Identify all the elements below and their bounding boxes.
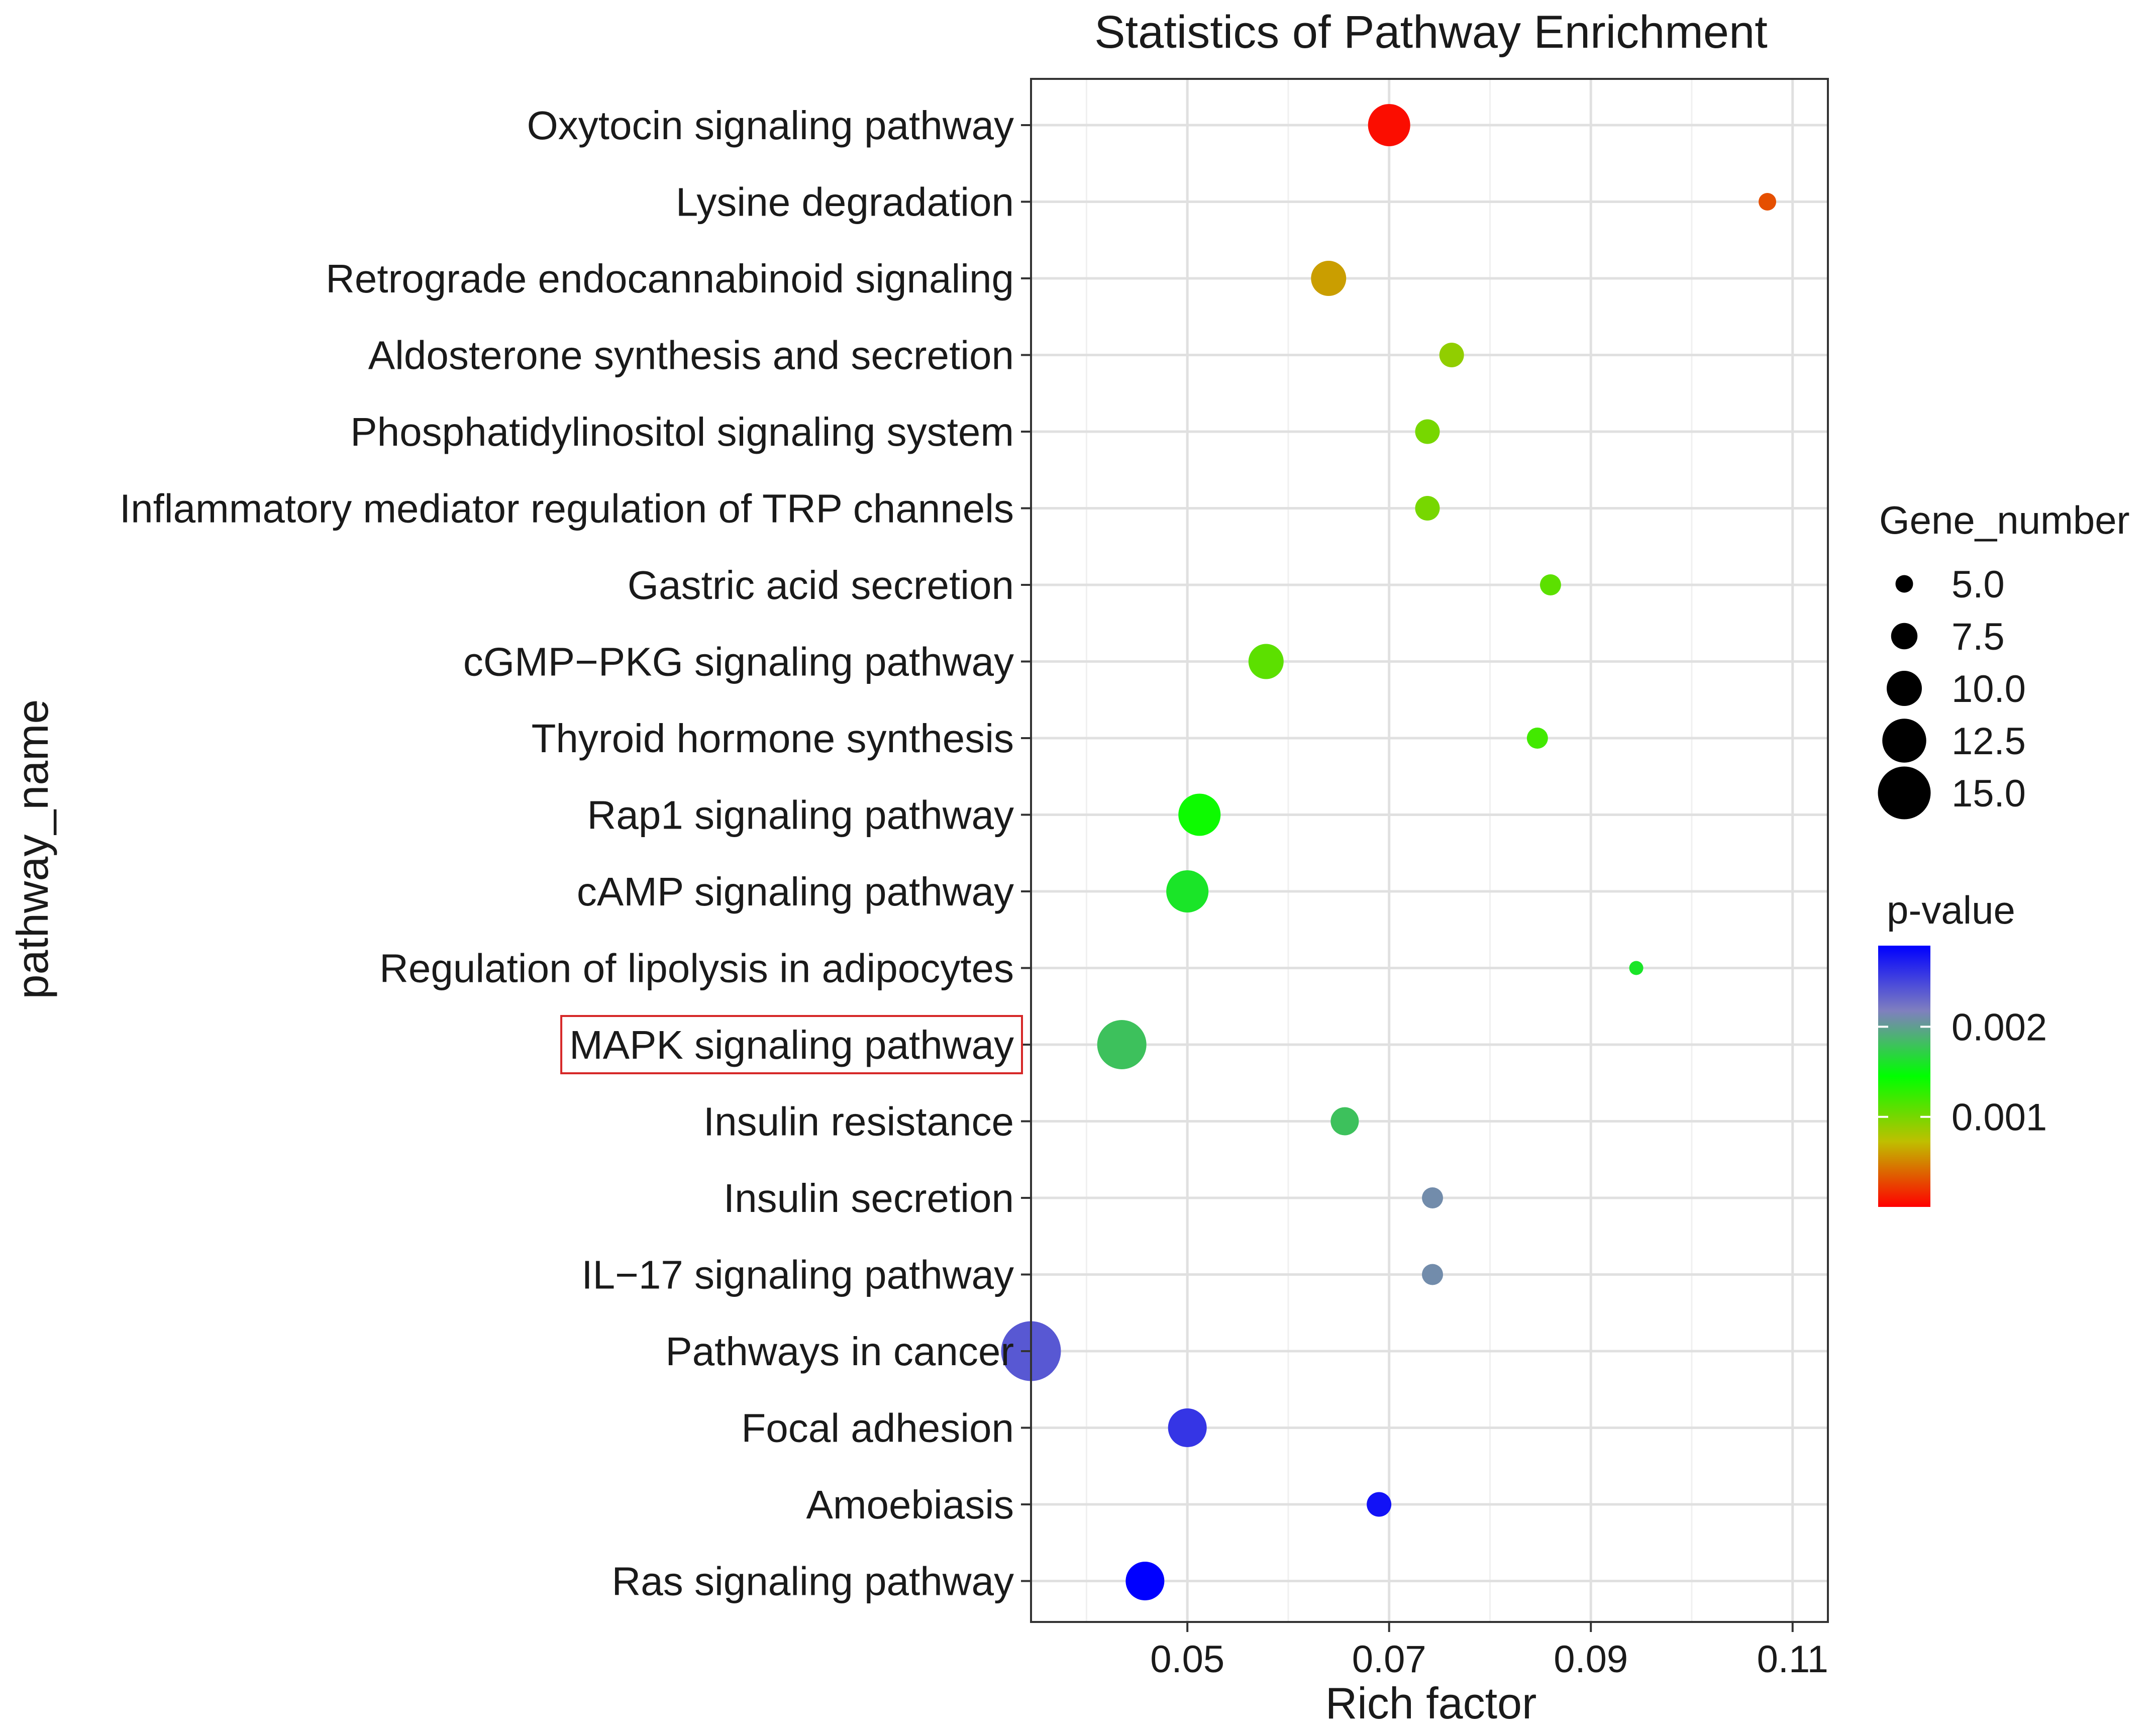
color-legend-label: 0.001 xyxy=(1952,1096,2047,1139)
x-tick-label: 0.05 xyxy=(1150,1638,1224,1681)
y-label: Thyroid hormone synthesis xyxy=(532,716,1014,761)
size-legend-label: 15.0 xyxy=(1952,772,2026,815)
data-point xyxy=(1415,419,1440,444)
y-label: Pathways in cancer xyxy=(665,1329,1014,1374)
data-point xyxy=(1168,1408,1207,1447)
y-label: IL−17 signaling pathway xyxy=(581,1253,1014,1297)
y-label: Focal adhesion xyxy=(741,1406,1014,1451)
data-point xyxy=(1178,793,1221,836)
data-point xyxy=(1439,343,1464,367)
data-point xyxy=(1125,1562,1165,1600)
y-label: Aldosterone synthesis and secretion xyxy=(368,333,1014,378)
size-legend-key xyxy=(1895,575,1913,593)
y-label: Oxytocin signaling pathway xyxy=(527,103,1014,148)
data-point xyxy=(1311,261,1347,296)
data-point xyxy=(1330,1107,1359,1136)
data-point xyxy=(1422,1187,1444,1208)
size-legend-label: 7.5 xyxy=(1952,616,2005,658)
legend-color-title: p-value xyxy=(1887,888,2015,932)
color-legend-ticks: 0.002 0.001 xyxy=(1878,1006,2047,1139)
color-legend-label: 0.002 xyxy=(1952,1006,2047,1049)
y-label: Lysine degradation xyxy=(676,180,1014,225)
y-label: Rap1 signaling pathway xyxy=(587,793,1014,838)
y-label: Ras signaling pathway xyxy=(612,1559,1014,1604)
y-label: Insulin resistance xyxy=(703,1099,1014,1144)
x-tick-label: 0.11 xyxy=(1757,1638,1828,1681)
data-point xyxy=(1759,193,1777,211)
x-axis-ticks: 0.05 0.07 0.09 0.11 xyxy=(1150,1622,1828,1681)
y-label: Regulation of lipolysis in adipocytes xyxy=(379,946,1014,991)
y-label: Inflammatory mediator regulation of TRP … xyxy=(120,486,1014,531)
y-axis-labels: Oxytocin signaling pathway Lysine degrada… xyxy=(120,103,1014,1604)
legend-size-title: Gene_number xyxy=(1879,498,2130,542)
data-point xyxy=(1097,1020,1147,1069)
data-point xyxy=(1539,574,1561,595)
y-label-highlighted: MAPK signaling pathway xyxy=(569,1023,1014,1067)
data-point xyxy=(1415,496,1440,521)
y-label: cGMP−PKG signaling pathway xyxy=(463,640,1014,684)
size-legend-key xyxy=(1887,671,1922,706)
y-label: cAMP signaling pathway xyxy=(577,869,1014,914)
x-axis-title: Rich factor xyxy=(1325,1678,1537,1728)
size-legend: 5.0 7.5 10.0 12.5 15.0 xyxy=(1878,563,2026,820)
y-label: Amoebiasis xyxy=(806,1482,1014,1527)
color-bar xyxy=(1878,946,1930,1207)
size-legend-key xyxy=(1891,623,1918,650)
y-axis-title: pathway_name xyxy=(8,699,57,999)
y-axis-ticks xyxy=(1021,124,1031,1582)
data-points xyxy=(1001,104,1777,1600)
data-point xyxy=(1248,644,1284,679)
size-legend-label: 10.0 xyxy=(1952,668,2026,710)
data-point xyxy=(1422,1264,1444,1285)
plot-border xyxy=(1030,78,1829,1623)
size-legend-key xyxy=(1882,719,1926,763)
highlight-box xyxy=(560,1015,1023,1074)
plot-panel xyxy=(1031,79,1828,1622)
chart-title: Statistics of Pathway Enrichment xyxy=(1094,7,1768,58)
y-label: Phosphatidylinositol signaling system xyxy=(350,410,1014,454)
y-label: Retrograde endocannabinoid signaling xyxy=(326,256,1014,301)
data-point xyxy=(1629,961,1644,975)
data-point xyxy=(1526,728,1548,749)
size-legend-label: 5.0 xyxy=(1952,563,2005,606)
size-legend-label: 12.5 xyxy=(1952,720,2026,763)
size-legend-key xyxy=(1878,766,1931,820)
y-label: Insulin secretion xyxy=(724,1176,1014,1220)
data-point xyxy=(1367,1492,1392,1517)
x-tick-label: 0.09 xyxy=(1554,1638,1628,1681)
data-point xyxy=(1368,104,1410,146)
x-tick-label: 0.07 xyxy=(1352,1638,1426,1681)
data-point xyxy=(1166,870,1209,912)
y-label: Gastric acid secretion xyxy=(628,563,1014,607)
